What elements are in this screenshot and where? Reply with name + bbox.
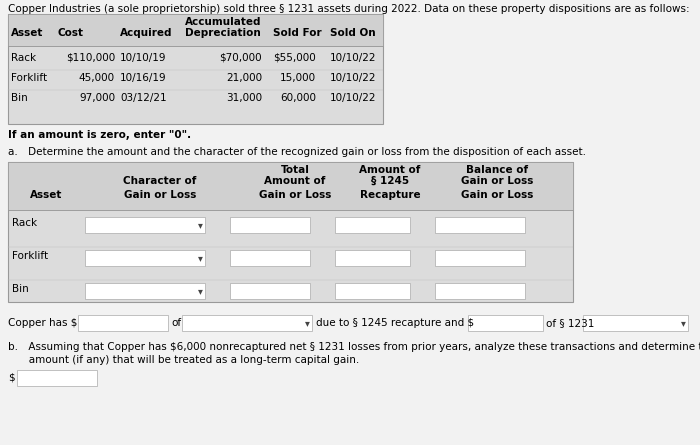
Text: Forklift: Forklift — [12, 251, 48, 261]
Text: Accumulated: Accumulated — [185, 17, 262, 27]
Text: 03/12/21: 03/12/21 — [120, 93, 167, 103]
Bar — [583, 315, 688, 331]
Text: ▾: ▾ — [197, 253, 202, 263]
Bar — [230, 217, 310, 233]
Text: 10/10/19: 10/10/19 — [120, 53, 167, 63]
Bar — [182, 315, 312, 331]
Text: $110,000: $110,000 — [66, 53, 115, 63]
Text: $55,000: $55,000 — [273, 53, 316, 63]
Bar — [335, 250, 410, 266]
Text: Total: Total — [281, 165, 309, 175]
Text: 10/10/22: 10/10/22 — [330, 53, 377, 63]
Text: 10/16/19: 10/16/19 — [120, 73, 167, 83]
Bar — [468, 315, 543, 331]
Text: Asset: Asset — [11, 28, 43, 38]
Text: Sold For: Sold For — [273, 28, 321, 38]
Text: Forklift: Forklift — [11, 73, 47, 83]
Bar — [85, 217, 205, 233]
Text: Rack: Rack — [12, 218, 37, 228]
Text: Balance of: Balance of — [466, 165, 528, 175]
Text: Amount of: Amount of — [359, 165, 421, 175]
Text: b. Assuming that Copper has $6,000 nonrecaptured net § 1231 losses from prior ye: b. Assuming that Copper has $6,000 nonre… — [8, 342, 700, 352]
Text: 10/10/22: 10/10/22 — [330, 93, 377, 103]
Text: 97,000: 97,000 — [79, 93, 115, 103]
Text: § 1245: § 1245 — [371, 176, 409, 186]
Text: Acquired: Acquired — [120, 28, 172, 38]
Text: Bin: Bin — [11, 93, 28, 103]
Text: If an amount is zero, enter "0".: If an amount is zero, enter "0". — [8, 130, 191, 140]
Bar — [335, 283, 410, 299]
Text: 10/10/22: 10/10/22 — [330, 73, 377, 83]
Bar — [8, 162, 573, 302]
Text: Cost: Cost — [58, 28, 84, 38]
Text: amount (if any) that will be treated as a long-term capital gain.: amount (if any) that will be treated as … — [8, 355, 359, 365]
Bar — [78, 315, 168, 331]
Text: 31,000: 31,000 — [226, 93, 262, 103]
Bar — [230, 283, 310, 299]
Text: 15,000: 15,000 — [280, 73, 316, 83]
Text: Recapture: Recapture — [360, 190, 420, 200]
Bar — [85, 250, 205, 266]
Text: ▾: ▾ — [680, 318, 685, 328]
Bar — [230, 250, 310, 266]
Text: Gain or Loss: Gain or Loss — [124, 190, 196, 200]
Text: ▾: ▾ — [304, 318, 309, 328]
Text: Bin: Bin — [12, 284, 29, 294]
Text: Sold On: Sold On — [330, 28, 376, 38]
Text: ▾: ▾ — [197, 220, 202, 230]
Bar — [435, 217, 525, 233]
Text: Character of: Character of — [123, 176, 197, 186]
Bar — [85, 283, 205, 299]
Text: ▾: ▾ — [197, 286, 202, 296]
Text: 21,000: 21,000 — [226, 73, 262, 83]
Text: a. Determine the amount and the character of the recognized gain or loss from th: a. Determine the amount and the characte… — [8, 147, 586, 157]
Text: of § 1231: of § 1231 — [546, 318, 594, 328]
Text: due to § 1245 recapture and $: due to § 1245 recapture and $ — [316, 318, 474, 328]
Text: $: $ — [8, 373, 15, 383]
Bar — [435, 250, 525, 266]
Text: Amount of: Amount of — [265, 176, 326, 186]
Bar — [8, 162, 573, 210]
Text: of: of — [171, 318, 181, 328]
Text: Copper Industries (a sole proprietorship) sold three § 1231 assets during 2022. : Copper Industries (a sole proprietorship… — [8, 4, 690, 14]
Text: 60,000: 60,000 — [280, 93, 316, 103]
Text: Depreciation: Depreciation — [185, 28, 260, 38]
Text: 45,000: 45,000 — [79, 73, 115, 83]
Bar — [8, 14, 383, 46]
Text: Gain or Loss: Gain or Loss — [461, 176, 533, 186]
Bar — [435, 283, 525, 299]
Bar — [335, 217, 410, 233]
Text: $70,000: $70,000 — [219, 53, 262, 63]
Text: Gain or Loss: Gain or Loss — [461, 190, 533, 200]
Text: Copper has $: Copper has $ — [8, 318, 78, 328]
Text: Gain or Loss: Gain or Loss — [259, 190, 331, 200]
Bar — [17, 370, 97, 386]
Bar — [8, 14, 383, 124]
Text: Rack: Rack — [11, 53, 36, 63]
Text: Asset: Asset — [30, 190, 62, 200]
